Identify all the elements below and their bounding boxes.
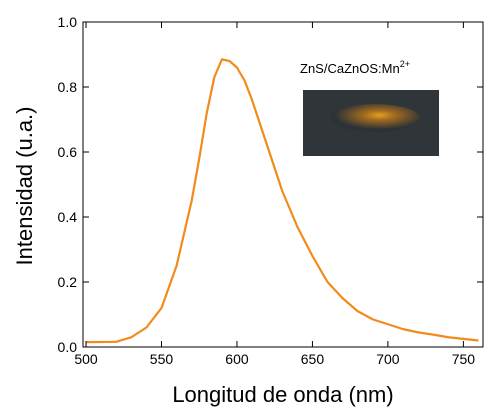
y-axis-label: Intensidad (u.a.) — [12, 107, 37, 266]
x-tick-label: 750 — [452, 351, 476, 367]
data-line — [86, 58, 479, 344]
inset-glow — [330, 104, 420, 132]
plot-frame — [82, 21, 484, 348]
y-tick-label: 0.0 — [58, 339, 78, 355]
y-tick-label: 0.6 — [58, 144, 78, 160]
x-tick-label: 650 — [301, 351, 325, 367]
y-tick-label: 0.2 — [58, 274, 78, 290]
y-tick-label: 0.4 — [58, 209, 78, 225]
y-tick-label: 0.8 — [58, 79, 78, 95]
annotation-superscript: 2+ — [400, 59, 410, 69]
annotation: ZnS/CaZnOS:Mn2+ — [300, 59, 410, 76]
x-tick-label: 600 — [225, 351, 249, 367]
x-axis-label: Longitud de onda (nm) — [172, 382, 393, 407]
x-tick-label: 550 — [150, 351, 174, 367]
x-tick-label: 500 — [74, 351, 98, 367]
y-tick-label: 1.0 — [58, 14, 78, 30]
x-tick-label: 700 — [376, 351, 400, 367]
annotation-text: ZnS/CaZnOS:Mn — [300, 61, 400, 76]
